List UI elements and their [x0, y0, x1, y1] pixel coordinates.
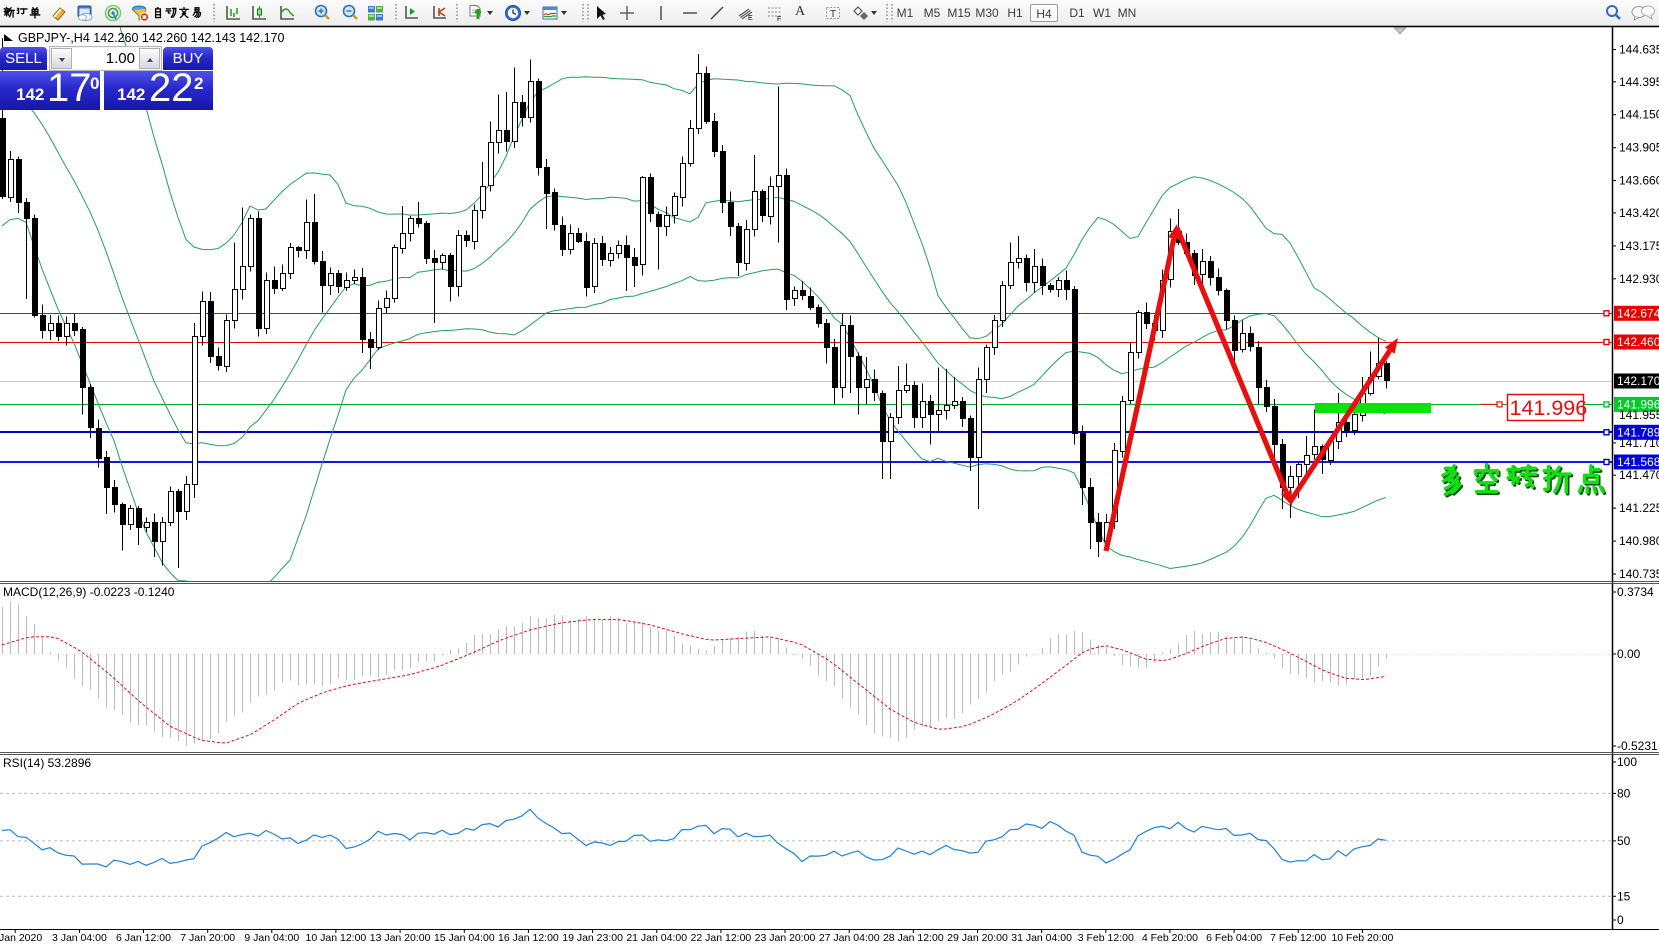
svg-text:142.170: 142.170: [1617, 374, 1659, 388]
svg-text:E: E: [748, 15, 753, 22]
svg-text:15: 15: [1617, 889, 1631, 903]
svg-text:7 Feb 12:00: 7 Feb 12:00: [1270, 932, 1326, 944]
svg-text:143.420: 143.420: [1619, 206, 1659, 220]
svg-text:22 Jan 12:00: 22 Jan 12:00: [691, 932, 752, 944]
svg-text:3 Jan 04:00: 3 Jan 04:00: [52, 932, 107, 944]
svg-text:144.635: 144.635: [1619, 43, 1659, 57]
svg-text:144.395: 144.395: [1619, 75, 1659, 89]
svg-text:144.150: 144.150: [1619, 108, 1659, 122]
svg-text:143.660: 143.660: [1619, 174, 1659, 188]
svg-text:143.905: 143.905: [1619, 141, 1659, 155]
svg-text:143.175: 143.175: [1619, 239, 1659, 253]
svg-text:31 Jan 04:00: 31 Jan 04:00: [1011, 932, 1072, 944]
svg-text:19 Jan 23:00: 19 Jan 23:00: [562, 932, 623, 944]
svg-text:21 Jan 04:00: 21 Jan 04:00: [626, 932, 687, 944]
svg-text:10 Jan 12:00: 10 Jan 12:00: [306, 932, 367, 944]
svg-text:3 Feb 12:00: 3 Feb 12:00: [1078, 932, 1134, 944]
svg-text:142.460: 142.460: [1617, 335, 1659, 349]
svg-text:142.674: 142.674: [1617, 306, 1659, 320]
svg-text:0.00: 0.00: [1617, 647, 1641, 661]
svg-text:141.470: 141.470: [1619, 468, 1659, 482]
svg-text:0: 0: [1617, 913, 1624, 927]
svg-text:142.930: 142.930: [1619, 272, 1659, 286]
svg-text:F: F: [777, 16, 781, 22]
svg-text:6 Jan 12:00: 6 Jan 12:00: [116, 932, 171, 944]
svg-text:23 Jan 20:00: 23 Jan 20:00: [755, 932, 816, 944]
svg-text:16 Jan 12:00: 16 Jan 12:00: [498, 932, 559, 944]
svg-text:9 Jan 04:00: 9 Jan 04:00: [244, 932, 299, 944]
svg-text:10 Feb 20:00: 10 Feb 20:00: [1331, 932, 1393, 944]
svg-text:140.980: 140.980: [1619, 534, 1659, 548]
svg-text:141.789: 141.789: [1617, 425, 1659, 439]
svg-text:4 Feb 20:00: 4 Feb 20:00: [1142, 932, 1198, 944]
svg-text:6 Feb 04:00: 6 Feb 04:00: [1206, 932, 1262, 944]
svg-text:Jan 2020: Jan 2020: [0, 932, 42, 944]
svg-text:100: 100: [1617, 755, 1637, 769]
svg-text:T: T: [830, 9, 836, 20]
svg-text:140.735: 140.735: [1619, 567, 1659, 581]
svg-text:13 Jan 20:00: 13 Jan 20:00: [370, 932, 431, 944]
svg-text:141.955: 141.955: [1619, 408, 1659, 422]
svg-text:15 Jan 04:00: 15 Jan 04:00: [434, 932, 495, 944]
svg-text:50: 50: [1617, 834, 1631, 848]
svg-text:80: 80: [1617, 786, 1631, 800]
svg-text:GBPJPY-,H4 142.260 142.260 14: GBPJPY-,H4 142.260 142.260 142.143 142.1…: [18, 31, 284, 45]
svg-text:RSI(14) 53.2896: RSI(14) 53.2896: [3, 756, 91, 770]
svg-text:141.225: 141.225: [1619, 501, 1659, 515]
svg-text:27 Jan 04:00: 27 Jan 04:00: [819, 932, 880, 944]
svg-text:28 Jan 12:00: 28 Jan 12:00: [883, 932, 944, 944]
svg-text:0.3734: 0.3734: [1617, 585, 1654, 599]
svg-text:141.996: 141.996: [1510, 396, 1588, 420]
svg-text:141.568: 141.568: [1617, 455, 1659, 469]
svg-text:-0.5231: -0.5231: [1617, 739, 1658, 753]
svg-text:29 Jan 20:00: 29 Jan 20:00: [947, 932, 1008, 944]
svg-text:MACD(12,26,9) -0.0223 -0.1240: MACD(12,26,9) -0.0223 -0.1240: [3, 585, 175, 599]
svg-text:7 Jan 20:00: 7 Jan 20:00: [180, 932, 235, 944]
svg-text:141.996: 141.996: [1617, 397, 1659, 411]
